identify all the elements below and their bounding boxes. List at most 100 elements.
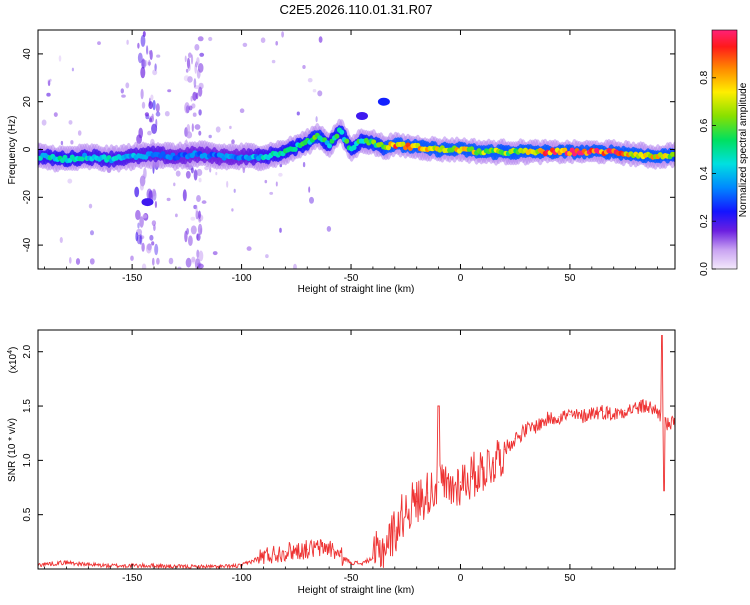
spectrogram-y-axis-label: Frequency (Hz) xyxy=(7,116,18,185)
snr-x-tick-label: 0 xyxy=(458,573,464,584)
heatmap-speckle-band-1 xyxy=(198,263,204,269)
heatmap-speckle-band-0 xyxy=(152,257,155,266)
heatmap-speckle xyxy=(47,80,51,87)
spectrogram-frame xyxy=(37,29,676,270)
snr-frame xyxy=(37,329,676,570)
snr-x-tick-label: -100 xyxy=(232,573,252,584)
heatmap-speckle-band-0 xyxy=(137,52,143,64)
heatmap-speckle-band-0 xyxy=(141,263,147,269)
heatmap-speckle-band-0 xyxy=(141,59,147,69)
heatmap-speckle xyxy=(212,251,218,256)
heatmap-speckle-band-1 xyxy=(193,85,200,90)
snr-background xyxy=(38,330,675,569)
heatmap-speckle-band-1 xyxy=(196,168,203,177)
heatmap-speckle xyxy=(90,230,94,236)
heatmap-speckle-band-0 xyxy=(139,235,145,240)
heatmap-speckle-band-0 xyxy=(137,42,140,49)
heatmap-speckle xyxy=(166,197,171,202)
snr-data-point xyxy=(536,425,538,427)
heatmap-speckle-band-0 xyxy=(152,69,158,76)
heatmap-speckle xyxy=(199,52,205,57)
heatmap-ridge-core xyxy=(344,138,350,144)
heatmap-speckle-band-0 xyxy=(144,112,149,117)
snr-data-point xyxy=(405,508,407,510)
heatmap-speckle xyxy=(188,105,193,111)
heatmap-blob-1 xyxy=(356,112,368,120)
snr-data-point xyxy=(667,425,670,427)
colorbar-tick-label: 0.0 xyxy=(699,262,710,276)
heatmap-speckle-band-1 xyxy=(186,131,193,139)
heatmap-speckle-band-1 xyxy=(198,218,201,223)
svg-text:(x104): (x104) xyxy=(7,347,19,374)
heatmap-ridge-core xyxy=(292,146,298,152)
heatmap-speckle-band-1 xyxy=(191,123,194,132)
spectrogram-x-tick-label: 0 xyxy=(458,273,464,284)
heatmap-speckle-band-1 xyxy=(185,170,191,179)
snr-y-multiplier-base: (x10 xyxy=(8,353,19,373)
heatmap-speckle-band-1 xyxy=(191,256,196,263)
heatmap-speckle xyxy=(126,39,129,45)
heatmap-speckle-band-1 xyxy=(182,189,187,202)
heatmap-speckle-band-0 xyxy=(152,99,156,111)
heatmap-speckle-band-0 xyxy=(146,45,149,55)
heatmap-speckle-band-0 xyxy=(140,88,144,100)
spectrogram-x-tick-label: -50 xyxy=(344,273,359,284)
heatmap-speckle xyxy=(309,196,314,204)
colorbar-frame xyxy=(711,29,738,270)
snr-data-point xyxy=(350,561,352,564)
heatmap-speckle-band-0 xyxy=(141,173,146,182)
heatmap-ridge-core xyxy=(569,147,575,153)
heatmap-speckle-band-0 xyxy=(148,101,153,110)
snr-data-point xyxy=(492,461,494,464)
heatmap-speckle xyxy=(173,182,176,187)
snr-data-point xyxy=(569,414,571,416)
heatmap-speckle-band-0 xyxy=(141,101,146,109)
heatmap-speckle xyxy=(75,258,81,265)
heatmap-speckle-band-1 xyxy=(198,109,202,116)
snr-y-tick-label: 2.0 xyxy=(22,344,33,358)
heatmap-speckle xyxy=(156,54,161,58)
snr-data-point xyxy=(339,555,341,557)
heatmap-speckle xyxy=(265,254,269,259)
heatmap-blob-0 xyxy=(377,97,390,106)
snr-y-multiplier-close: ) xyxy=(8,347,19,350)
heatmap-speckle-band-0 xyxy=(148,117,153,123)
heatmap-speckle xyxy=(281,31,284,38)
heatmap-speckle-band-1 xyxy=(193,204,198,210)
snr-data-point xyxy=(635,407,637,409)
spectrogram-marks xyxy=(38,31,675,269)
heatmap-speckle-band-1 xyxy=(185,68,189,73)
heatmap-speckle-band-0 xyxy=(155,111,161,117)
heatmap-speckle-band-1 xyxy=(192,91,197,101)
heatmap-speckle-band-1 xyxy=(198,250,204,262)
snr-data-point xyxy=(459,481,462,483)
heatmap-speckle-band-0 xyxy=(154,63,157,72)
heatmap-speckle-band-0 xyxy=(141,242,145,252)
snr-data-point xyxy=(547,418,549,420)
heatmap-speckle-band-0 xyxy=(136,134,143,144)
heatmap-speckle xyxy=(130,255,134,261)
heatmap-speckle-band-1 xyxy=(193,78,197,88)
heatmap-speckle-band-1 xyxy=(196,233,201,241)
heatmap-speckle xyxy=(269,191,274,195)
colorbar-label: Normalized spectral amplitude xyxy=(738,82,749,217)
heatmap-speckle xyxy=(312,89,317,93)
heatmap-speckle xyxy=(121,94,126,98)
heatmap-speckle-band-1 xyxy=(190,225,197,235)
snr-data-point xyxy=(591,412,593,414)
heatmap-speckle-band-0 xyxy=(153,224,156,231)
heatmap-speckle xyxy=(59,237,63,243)
heatmap-speckle-band-0 xyxy=(134,186,140,198)
heatmap-speckle-band-1 xyxy=(196,195,201,202)
heatmap-speckle-band-1 xyxy=(184,230,188,243)
snr-data-point xyxy=(394,530,396,532)
spectrogram-x-tick-label: -100 xyxy=(232,273,252,284)
heatmap-speckle xyxy=(233,188,236,193)
heatmap-speckle xyxy=(41,119,47,126)
spectrogram-y-tick-label: 0 xyxy=(22,146,33,152)
colorbar-gradient xyxy=(712,30,737,269)
heatmap-speckle-band-0 xyxy=(147,130,152,136)
snr-data-point xyxy=(109,565,111,567)
heatmap-speckle xyxy=(177,266,182,269)
snr-data-point xyxy=(87,564,89,566)
